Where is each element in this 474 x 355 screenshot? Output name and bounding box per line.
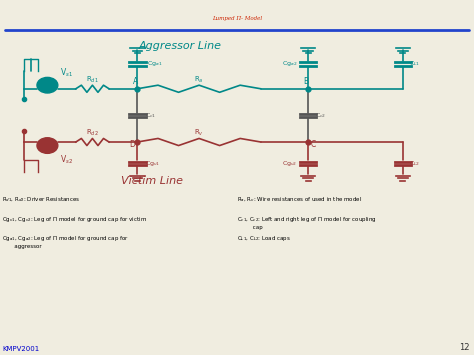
Text: 12: 12 bbox=[459, 343, 469, 352]
Text: D: D bbox=[129, 140, 135, 149]
Text: Aggressor Line: Aggressor Line bbox=[138, 41, 222, 51]
Text: Lumped Π- Model: Lumped Π- Model bbox=[212, 16, 262, 21]
Text: R$_v$: R$_v$ bbox=[194, 128, 204, 138]
Text: Cg$_{a2}$: Cg$_{a2}$ bbox=[282, 59, 298, 69]
Text: C: C bbox=[310, 140, 316, 149]
Circle shape bbox=[37, 77, 58, 93]
Text: Cg$_{v1}$, Cg$_{v2}$: Leg of Π model for ground cap for victim: Cg$_{v1}$, Cg$_{v2}$: Leg of Π model for… bbox=[2, 215, 147, 224]
Text: V$_{s2}$: V$_{s2}$ bbox=[60, 153, 73, 166]
Text: C$_{c1}$, C$_{c2}$: Left and right leg of Π model for coupling
         cap: C$_{c1}$, C$_{c2}$: Left and right leg o… bbox=[237, 215, 376, 230]
Text: A: A bbox=[132, 77, 138, 87]
Text: R$_{d1}$, R$_{d2}$: Driver Resistances: R$_{d1}$, R$_{d2}$: Driver Resistances bbox=[2, 195, 81, 204]
Text: Cg$_{v1}$: Cg$_{v1}$ bbox=[145, 159, 160, 168]
Text: V$_{s1}$: V$_{s1}$ bbox=[60, 66, 73, 79]
Text: R$_{d1}$: R$_{d1}$ bbox=[86, 75, 99, 85]
Text: C$_{c1}$: C$_{c1}$ bbox=[145, 111, 156, 120]
Circle shape bbox=[37, 138, 58, 153]
Text: C$_{L2}$: C$_{L2}$ bbox=[409, 159, 420, 168]
Text: KMPV2001: KMPV2001 bbox=[2, 346, 40, 352]
Text: R$_a$, R$_v$: Wire resistances of used in the model: R$_a$, R$_v$: Wire resistances of used i… bbox=[237, 195, 362, 204]
Text: B: B bbox=[303, 77, 308, 87]
Text: C$_{L1}$: C$_{L1}$ bbox=[409, 59, 420, 69]
Text: Cg$_{a1}$: Cg$_{a1}$ bbox=[147, 59, 163, 69]
Text: Cg$_{v2}$: Cg$_{v2}$ bbox=[282, 159, 297, 168]
Text: Victim Line: Victim Line bbox=[121, 176, 182, 186]
Text: R$_{d2}$: R$_{d2}$ bbox=[86, 128, 99, 138]
Text: C$_{L1}$, C$_{L2}$: Load caps: C$_{L1}$, C$_{L2}$: Load caps bbox=[237, 234, 291, 243]
Text: R$_a$: R$_a$ bbox=[194, 75, 204, 85]
Text: C$_{c2}$: C$_{c2}$ bbox=[315, 111, 327, 120]
Text: Cg$_{a1}$, Cg$_{a2}$: Leg of Π model for ground cap for
       aggressor: Cg$_{a1}$, Cg$_{a2}$: Leg of Π model for… bbox=[2, 234, 129, 249]
